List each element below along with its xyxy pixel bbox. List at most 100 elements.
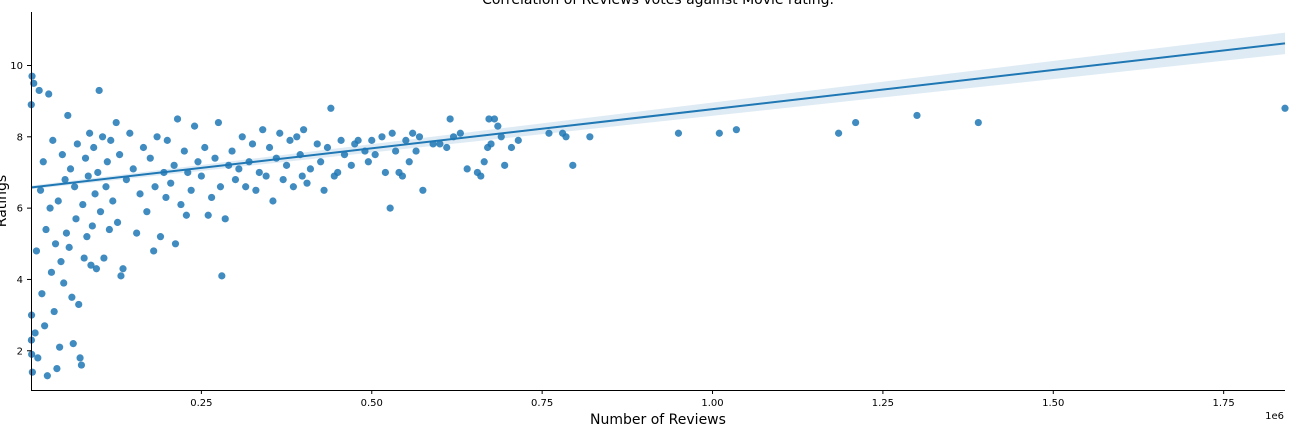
scatter-point: [156, 233, 165, 241]
scatter-point: [204, 211, 212, 219]
scatter-point: [79, 200, 87, 209]
scatter-point: [262, 172, 270, 180]
scatter-point: [1281, 104, 1289, 112]
scatter-point: [835, 129, 843, 137]
scatter-point: [216, 183, 225, 191]
scatter-point: [337, 136, 345, 144]
confidence-band: [31, 32, 1285, 190]
scatter-point: [173, 115, 182, 123]
scatter-point: [303, 179, 311, 187]
scatter-point: [42, 225, 50, 234]
scatter-point: [90, 143, 98, 152]
scatter-point: [56, 343, 64, 351]
scatter-point: [327, 104, 335, 112]
scatter-point: [119, 265, 127, 273]
scatter-point: [112, 118, 120, 127]
scatter-point: [190, 122, 199, 130]
scatter-point: [68, 293, 76, 301]
x-tick-label: 1.25: [872, 398, 894, 409]
scatter-point: [61, 176, 69, 184]
scatter-point: [73, 140, 81, 148]
scatter-point: [545, 129, 553, 137]
scatter-point: [368, 136, 376, 144]
scatter-point: [170, 161, 178, 169]
scatter-point: [69, 340, 77, 348]
scatter-point: [419, 186, 427, 194]
scatter-point: [473, 168, 481, 177]
x-axis-offset-label: 1e6: [1265, 411, 1284, 422]
scatter-point: [102, 183, 110, 191]
scatter-point: [252, 186, 260, 194]
scatter-point: [395, 168, 403, 177]
scatter-point: [117, 272, 125, 280]
scatter-point: [38, 290, 46, 298]
scatter-point: [47, 268, 56, 276]
scatter-point: [151, 183, 159, 191]
scatter-point: [674, 129, 683, 137]
scatter-point: [446, 115, 454, 123]
scatter-point: [218, 272, 226, 280]
scatter-point: [269, 197, 277, 205]
y-tick-label: 10: [10, 61, 23, 72]
x-tick-label: 1.50: [1042, 398, 1064, 409]
scatter-point: [180, 147, 188, 155]
scatter-point: [43, 372, 51, 380]
scatter-point: [94, 168, 102, 177]
scatter-point: [153, 133, 161, 141]
scatter-point: [255, 168, 263, 177]
scatter-point: [282, 161, 291, 169]
scatter-point: [235, 165, 243, 173]
scatter-point: [162, 193, 170, 202]
scatter-point: [238, 133, 246, 141]
scatter-point: [320, 186, 328, 194]
scatter-point: [122, 176, 131, 184]
y-tick-label: 8: [17, 132, 23, 143]
scatter-point: [323, 143, 332, 152]
scatter-point: [330, 172, 338, 180]
scatter-point: [276, 129, 284, 137]
x-tick-label: 1.75: [1213, 398, 1235, 409]
scatter-point: [77, 361, 86, 369]
confidence-band-layer: [31, 32, 1285, 190]
scatter-point: [974, 118, 982, 127]
scatter-point: [28, 72, 36, 80]
scatter-point: [211, 154, 219, 162]
scatter-point: [485, 115, 493, 123]
y-ticks: 2 4 6 8 10: [10, 61, 31, 357]
scatter-point: [378, 133, 386, 141]
scatter-point: [71, 183, 79, 191]
scatter-point: [197, 172, 205, 180]
scatter-point: [313, 140, 321, 148]
scatter-point: [443, 143, 451, 152]
scatter-points-layer: [27, 72, 1289, 380]
scatter-point: [497, 133, 505, 141]
scatter-point: [34, 354, 42, 362]
scatter-point: [265, 143, 274, 152]
scatter-point: [248, 140, 257, 148]
scatter-point: [105, 225, 113, 234]
scatter-point: [586, 133, 594, 141]
scatter-point: [50, 307, 58, 316]
scatter-point: [913, 111, 921, 120]
scatter-point: [60, 279, 68, 287]
scatter-point: [436, 140, 444, 148]
scatter-point: [163, 136, 171, 144]
scatter-point: [39, 158, 47, 166]
scatter-point: [184, 168, 192, 177]
scatter-point: [84, 172, 92, 180]
y-tick-label: 4: [17, 275, 23, 286]
scatter-point: [116, 151, 124, 159]
scatter-point: [87, 261, 95, 269]
scatter-point: [364, 158, 372, 166]
scatter-point: [45, 90, 53, 98]
scatter-point: [28, 368, 36, 376]
scatter-point: [463, 165, 471, 173]
scatter-point: [501, 161, 509, 169]
scatter-point: [242, 183, 250, 191]
scatter-point: [62, 229, 71, 237]
scatter-point: [66, 165, 75, 173]
scatter-point: [286, 136, 294, 144]
scatter-point: [98, 133, 107, 141]
scatter-point: [351, 140, 359, 148]
